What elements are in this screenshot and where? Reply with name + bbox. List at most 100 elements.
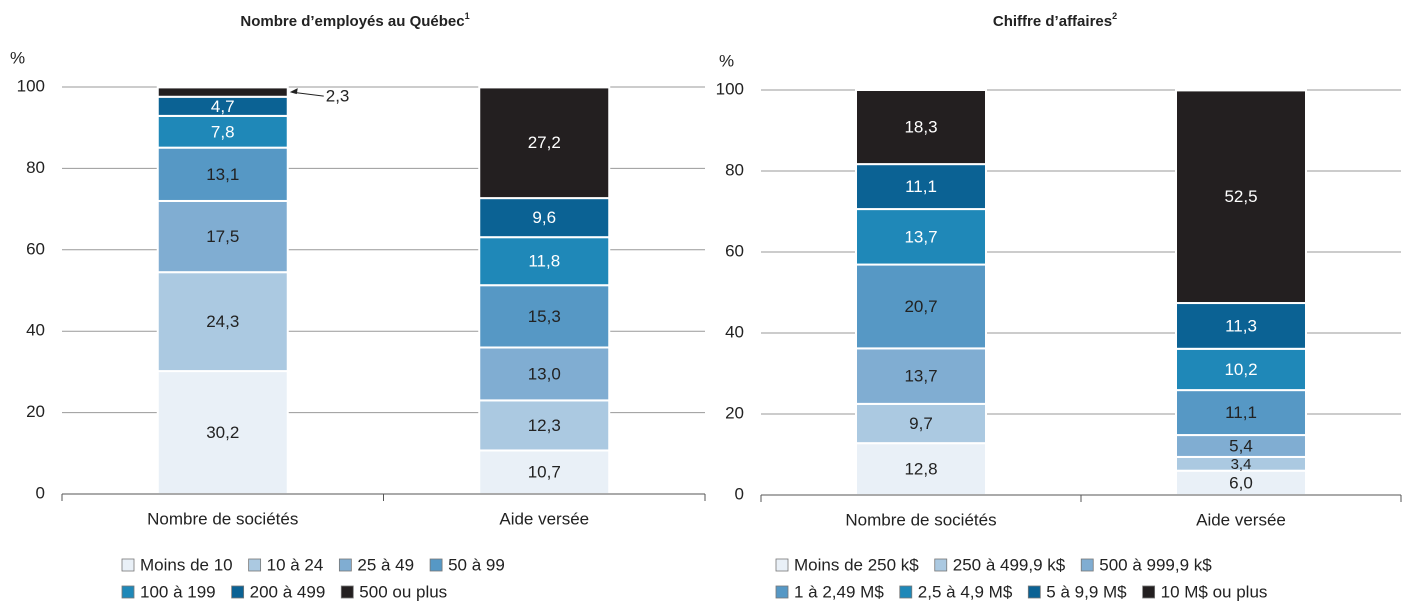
chart: Nombre d’employés au Québec1% 0 20 40 60 80 10…	[10, 11, 706, 601]
y-axis-label: %	[719, 51, 734, 70]
legend-label: 10 M$ ou plus	[1161, 582, 1268, 601]
value-label: 15,3	[528, 307, 561, 326]
legend-swatch	[340, 585, 354, 599]
legend-swatch	[934, 558, 948, 572]
y-tick-label: 0	[735, 484, 744, 503]
legend-label: 100 à 199	[140, 582, 216, 601]
y-tick-label: 40	[725, 322, 744, 341]
bar-segment	[1175, 89, 1307, 305]
legend-label: 200 à 499	[250, 582, 326, 601]
bar-segment	[478, 197, 611, 239]
legend-label: 500 ou plus	[359, 582, 447, 601]
bar-segment	[478, 86, 611, 200]
value-label: 30,2	[206, 423, 239, 442]
legend-swatch	[1142, 585, 1156, 599]
legend-label: 5 à 9,9 M$	[1046, 582, 1127, 601]
bar-segment	[855, 208, 987, 266]
value-label: 11,1	[905, 177, 937, 196]
value-label: 24,3	[206, 312, 239, 331]
legend-swatch	[1080, 558, 1094, 572]
value-label: 9,7	[909, 414, 933, 433]
legend-label: 25 à 49	[357, 555, 414, 574]
bar-segment	[1175, 347, 1307, 392]
value-label: 17,5	[206, 227, 239, 246]
legend-swatch	[121, 585, 135, 599]
x-tick-label: Aide versée	[499, 509, 589, 528]
y-axis-label: %	[10, 48, 25, 67]
x-tick-label: Aide versée	[1196, 510, 1286, 529]
legend-swatch	[429, 558, 443, 572]
value-label: 3,4	[1231, 456, 1252, 473]
chart-title: Chiffre d’affaires2	[993, 11, 1117, 30]
y-tick-label: 100	[17, 76, 45, 95]
bar-segment	[855, 89, 987, 166]
y-tick-label: 60	[725, 241, 744, 260]
value-label: 13,7	[904, 367, 937, 386]
value-label: 6,0	[1229, 473, 1253, 492]
chart-title: Nombre d’employés au Québec1	[240, 11, 469, 30]
bar-segment	[478, 346, 611, 402]
y-tick-label: 20	[26, 402, 45, 421]
bar-segment	[855, 163, 987, 211]
bar-segment	[1175, 302, 1307, 350]
legend-swatch	[775, 585, 789, 599]
value-label: 13,1	[206, 165, 239, 184]
legend-swatch	[231, 585, 245, 599]
legend-label: Moins de 250 k$	[794, 555, 919, 574]
legend-swatch	[775, 558, 789, 572]
value-label: 18,3	[904, 118, 937, 137]
y-tick-label: 40	[26, 321, 45, 340]
legend-swatch	[121, 558, 135, 572]
bar-segment	[478, 449, 611, 495]
arrow-head	[289, 88, 298, 95]
y-tick-label: 60	[26, 239, 45, 258]
legend-label: 500 à 999,9 k$	[1099, 555, 1212, 574]
legend-label: 1 à 2,49 M$	[794, 582, 884, 601]
bar-segment	[478, 399, 611, 452]
value-label: 27,2	[528, 133, 561, 152]
y-tick-label: 0	[36, 483, 45, 502]
legend-label: Moins de 10	[140, 555, 233, 574]
chart: Chiffre d’affaires2% 0 20 40 60 80 100 12,8 9,7 1…	[716, 11, 1402, 601]
bar-segment	[855, 347, 987, 405]
value-label: 11,3	[1225, 316, 1257, 335]
value-label: 7,8	[211, 122, 235, 141]
value-label: 13,0	[528, 364, 561, 383]
value-label: 2,3	[326, 87, 350, 106]
value-label: 4,7	[211, 97, 235, 116]
value-label: 5,4	[1229, 436, 1253, 455]
legend-label: 10 à 24	[267, 555, 324, 574]
x-tick-label: Nombre de sociétés	[845, 510, 996, 529]
bar-segment	[156, 86, 289, 98]
legend-swatch	[1027, 585, 1041, 599]
value-label: 11,8	[528, 252, 560, 271]
title-note: 1	[465, 11, 470, 21]
legend-swatch	[248, 558, 262, 572]
x-tick-label: Nombre de sociétés	[147, 509, 298, 528]
annotation-arrow	[291, 91, 324, 97]
value-label: 11,1	[1225, 403, 1257, 422]
value-label: 12,3	[528, 416, 561, 435]
legend-swatch	[338, 558, 352, 572]
bar-segment	[855, 402, 987, 445]
value-label: 9,6	[532, 208, 556, 227]
value-label: 52,5	[1224, 187, 1257, 206]
legend-label: 50 à 99	[448, 555, 505, 574]
y-tick-label: 100	[716, 79, 744, 98]
value-label: 10,7	[528, 463, 561, 482]
title-note: 2	[1112, 11, 1117, 21]
y-tick-label: 20	[725, 403, 744, 422]
legend-label: 250 à 499,9 k$	[953, 555, 1066, 574]
title-text: Nombre d’employés au Québec	[240, 13, 464, 30]
bar-segment	[478, 236, 611, 287]
value-label: 10,2	[1224, 360, 1257, 379]
bar-segment	[1175, 389, 1307, 437]
bar-segment	[156, 114, 289, 149]
bar-segment	[478, 284, 611, 349]
legend-label: 2,5 à 4,9 M$	[918, 582, 1013, 601]
bar-segment	[156, 271, 289, 373]
bar-segment	[855, 442, 987, 497]
legend-swatch	[899, 585, 913, 599]
bar-segment	[156, 199, 289, 274]
